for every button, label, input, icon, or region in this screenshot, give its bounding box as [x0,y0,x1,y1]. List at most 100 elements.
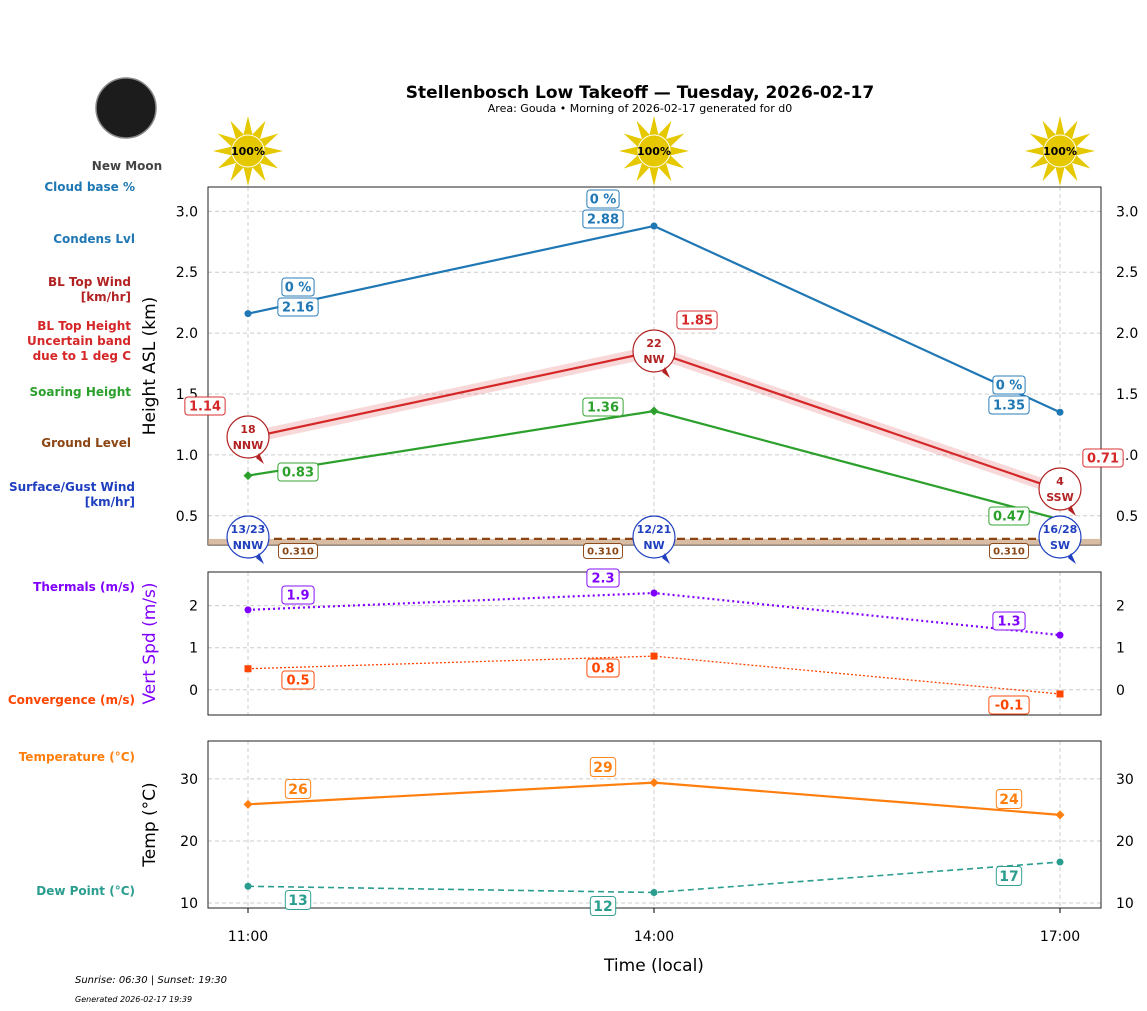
bl_top-data-label-box [1082,448,1124,468]
bl-wind-barb-direction: SSW [1046,491,1073,504]
y-tick-label-right: 2.0 [1116,326,1138,342]
y-tick-label: 10 [180,896,198,912]
surface-wind-barb-speed: 16/28 [1043,523,1078,536]
thermals-data-label-box [992,611,1026,631]
temperature-data-label: 29 [593,760,612,776]
y-tick-label-right: 0.5 [1116,509,1138,525]
bl-wind-barb-speed: 18 [240,423,255,436]
thermals-data-label: 2.3 [591,572,614,587]
cloud-base-pct-label: 0 % [590,193,617,208]
thermals-point [244,606,252,614]
bl_top-data-label-box [184,396,226,416]
condens-point [650,222,658,230]
ground-data-label: 0.310 [282,547,314,558]
x-tick-label: 17:00 [1040,929,1080,945]
convergence-line [247,655,1061,695]
label-bl-wind: BL Top Wind [km/hr] [47,275,131,304]
temperature-data-label: 26 [288,782,307,798]
sun-times: Sunrise: 06:30 | Sunset: 19:30 [75,975,228,986]
dew-data-label: 17 [999,869,1018,885]
surface-wind-barb-arrow-icon [662,553,670,564]
y-tick-label-right: 0 [1116,683,1125,699]
dew-point [1056,858,1064,866]
convergence-point [244,665,252,673]
condens-point [244,310,252,318]
sun-percent-label: 100% [1043,145,1077,158]
y-tick-label: 2 [189,599,198,615]
y-axis-label: Vert Spd (m/s) [140,582,160,704]
surface-wind-barb-circle [1038,515,1082,559]
y-tick-label: 20 [180,834,198,850]
temperature-point [243,799,253,809]
temperature-data-label-box [284,779,312,799]
dew-data-label-box [995,866,1023,886]
y-tick-label: 0.5 [176,509,198,525]
x-tick-label: 14:00 [634,929,674,945]
bl_top-data-label: 1.85 [681,314,713,329]
bl_top-data-label-box [676,310,718,330]
y-axis-label: Height ASL (km) [140,297,160,436]
ground-data-label-box [583,543,623,559]
y-tick-label-right: 2 [1116,599,1125,615]
new-moon-icon [95,77,157,139]
temperature-data-label-box [589,757,617,777]
y-axis-label: Temp (°C) [140,782,160,867]
y-tick-label: 1.0 [176,448,198,464]
surface-wind-barb-speed: 12/21 [637,523,672,536]
y-tick-label-right: 1 [1116,641,1125,657]
convergence-point [650,652,658,660]
cloud-base-pct-label-box [992,375,1026,395]
chart-subtitle: Area: Gouda • Morning of 2026-02-17 gene… [487,102,793,115]
thermals-data-label: 1.3 [997,615,1020,630]
dew-data-label-box [284,890,312,910]
soaring-data-label-box [277,462,319,482]
temperature-data-label-box [995,789,1023,809]
convergence-data-label-box [281,670,315,690]
surface-wind-barb-speed: 13/23 [231,523,266,536]
temperature-point [1055,810,1065,820]
surface-wind-barb-circle [226,515,270,559]
soaring-data-label: 0.47 [993,510,1025,525]
bl-wind-barb-speed: 4 [1056,475,1064,488]
surface-wind-barb-direction: NNW [233,539,264,552]
convergence-data-label-box [586,658,620,678]
y-tick-label: 1 [189,641,198,657]
thermals-point [1056,631,1064,639]
bl-wind-barb-circle [226,415,270,459]
thermals-data-label: 1.9 [286,589,309,604]
y-tick-label-right: 2.5 [1116,265,1138,281]
chart-title: Stellenbosch Low Takeoff — Tuesday, 2026… [405,83,875,103]
condens-data-label: 2.88 [587,213,619,228]
sun-disc [1043,134,1077,168]
condens-data-label-box [582,209,624,229]
condens-data-label-box [277,297,319,317]
bl-wind-barb-arrow-icon [256,453,264,464]
surface-wind-barb-arrow-icon [1068,553,1076,564]
convergence-data-label: -0.1 [995,699,1023,714]
label-condens: Condens Lvl [53,232,135,246]
soaring-point [243,471,253,481]
convergence-data-label: 0.8 [591,662,614,677]
sun-percent-label: 100% [231,145,265,158]
cloud-base-pct-label: 0 % [996,379,1023,394]
x-axis-label: Time (local) [603,956,704,976]
label-bl-height: BL Top Height Uncertain band due to 1 de… [27,319,131,363]
convergence-data-label: 0.5 [286,674,309,689]
temperature-point [649,778,659,788]
dew-line [247,861,1061,894]
soaring-data-label-box [582,397,624,417]
bl-wind-barb-arrow-icon [662,367,670,378]
label-thermals: Thermals (m/s) [33,580,135,594]
dew-point [244,882,252,890]
label-convergence: Convergence (m/s) [7,693,135,707]
y-tick-label: 3.0 [176,204,198,220]
label-temperature: Temperature (°C) [18,750,135,764]
y-tick-label: 0 [189,683,198,699]
dew-point [650,888,658,896]
dew-data-label: 13 [288,893,307,909]
y-tick-label: 2.5 [176,265,198,281]
convergence-data-label-box [988,695,1030,715]
cloud-base-pct-label-box [281,277,315,297]
bl-wind-barb-arrow-icon [1068,505,1076,516]
condens-data-label: 1.35 [993,399,1025,414]
